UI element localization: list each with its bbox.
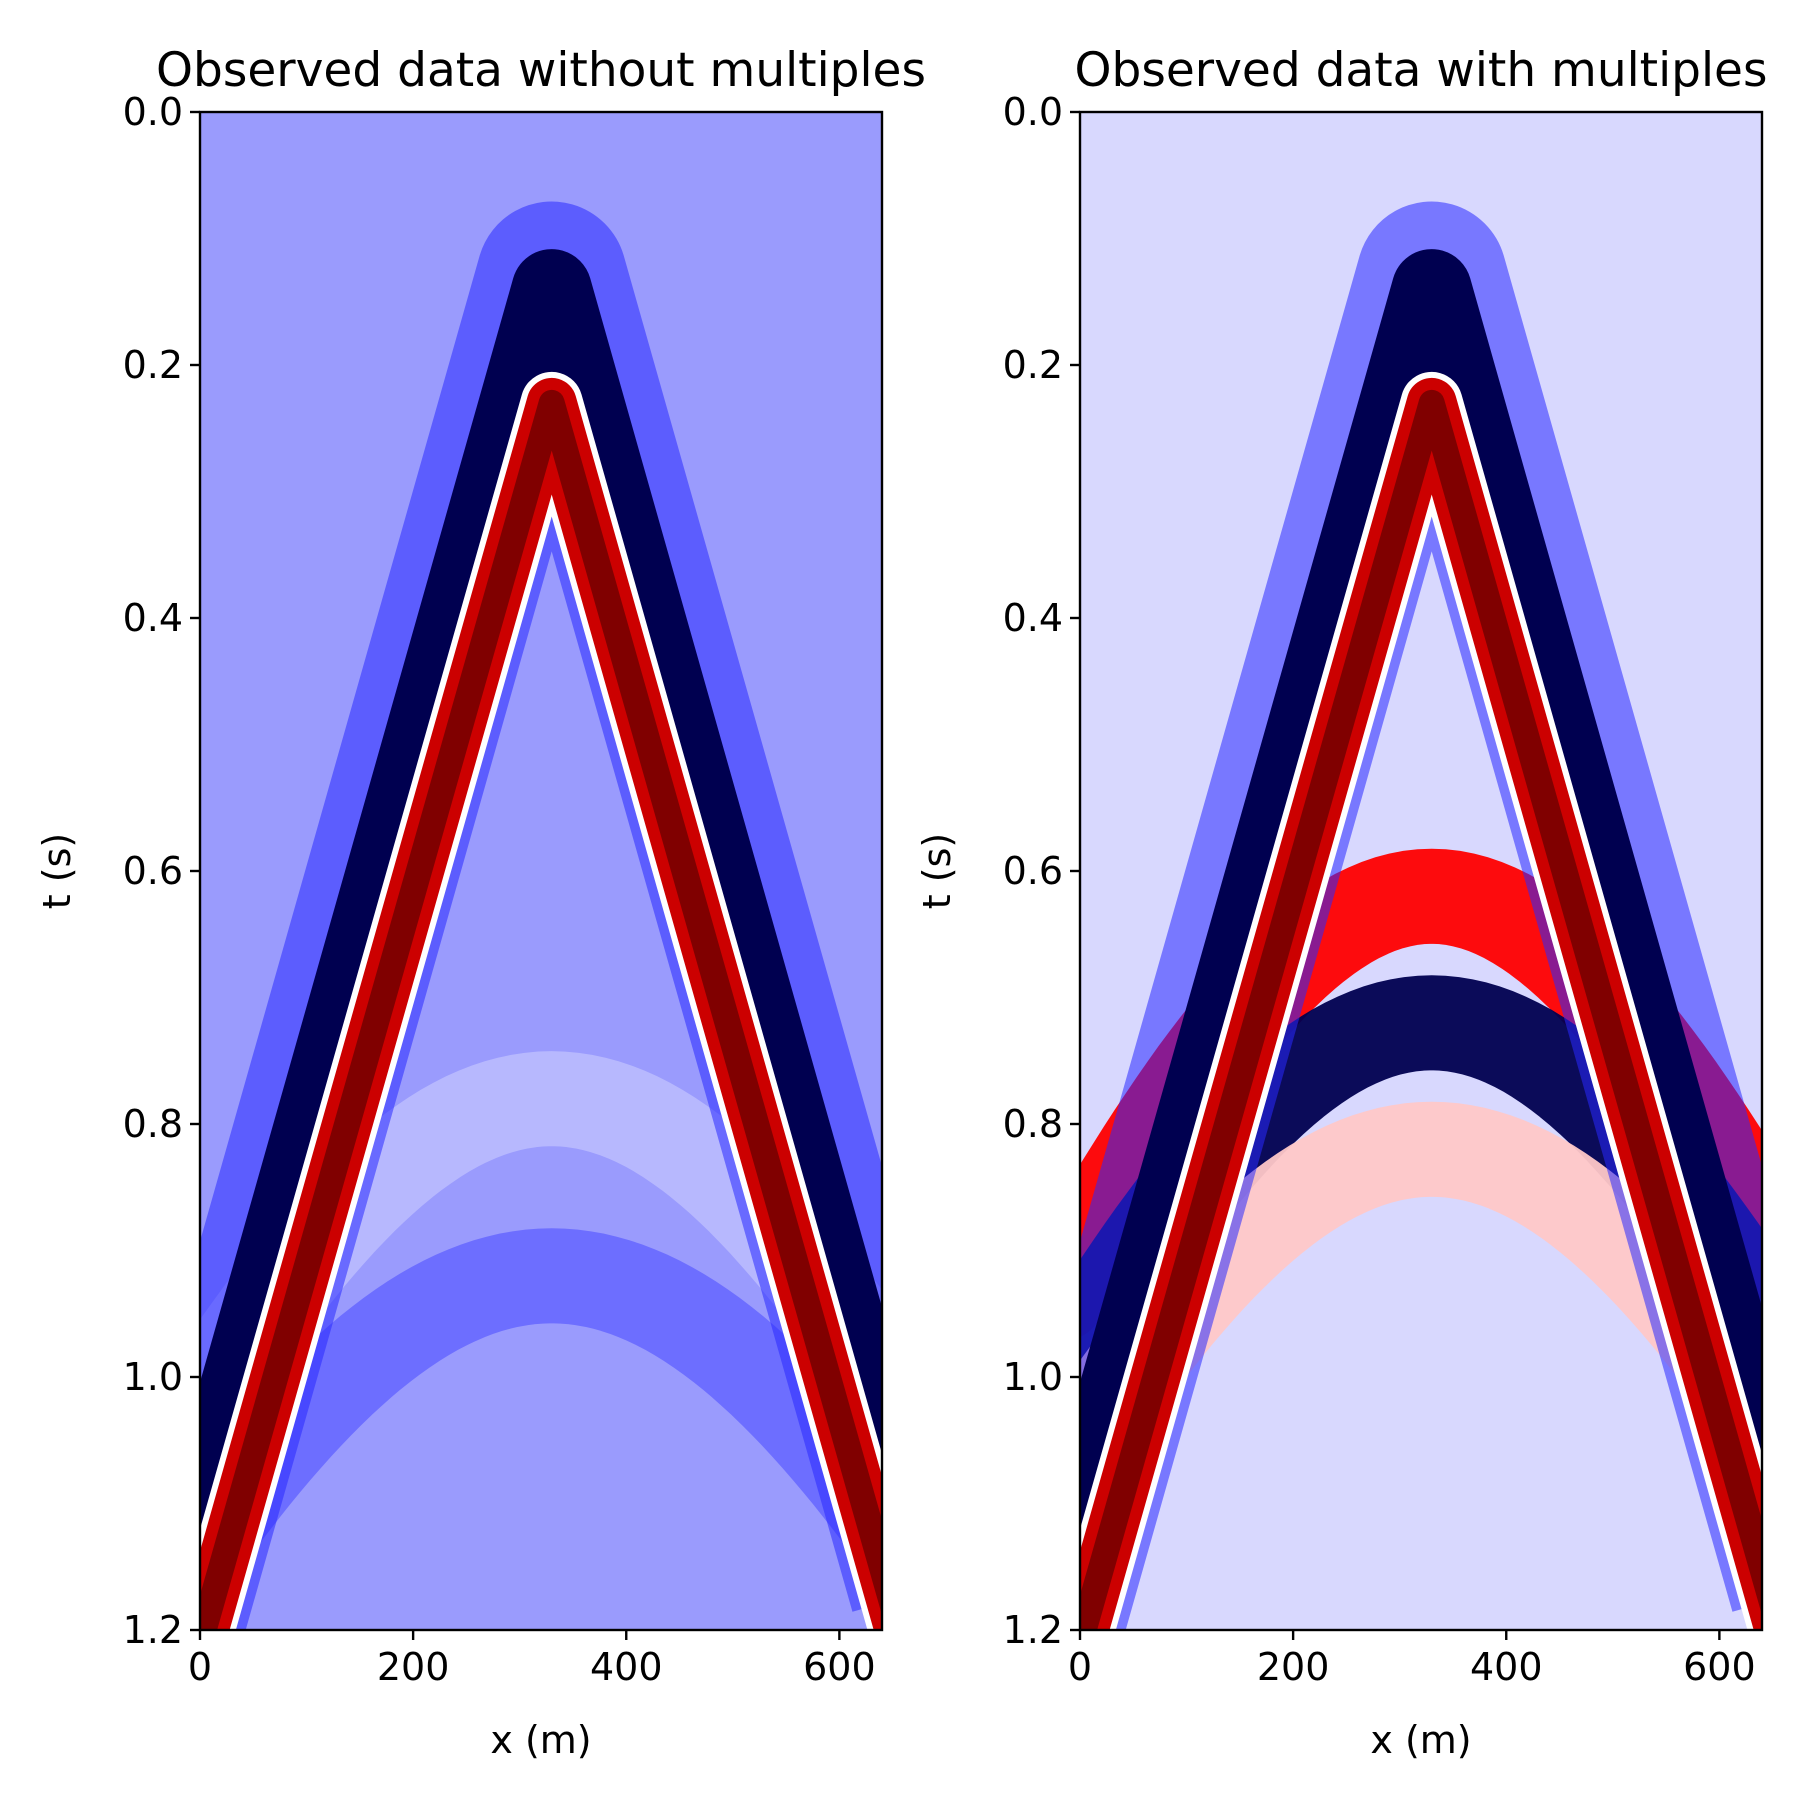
x-tick-label: 0 <box>188 1645 212 1689</box>
y-tick-label: 1.2 <box>1003 1608 1063 1652</box>
panel-with-multiples: Observed data with multiples 0.00.20.40.… <box>915 43 1768 1762</box>
x-tick-label: 600 <box>1683 1645 1756 1689</box>
x-tick-label: 0 <box>1068 1645 1092 1689</box>
x-axis: 0 200 400 600 <box>1068 1630 1756 1689</box>
x-tick-label: 600 <box>803 1645 876 1689</box>
y-axis: 0.0 0.2 0.4 0.6 0.8 1.0 1.2 <box>1003 90 1080 1652</box>
heatmap <box>1080 112 1762 1630</box>
y-tick-label: 1.2 <box>123 1608 183 1652</box>
y-tick-label: 0.4 <box>1003 596 1063 640</box>
y-tick-label: 0.2 <box>1003 343 1063 387</box>
y-axis: 0.0 0.2 0.4 0.6 0.8 1.0 1.2 <box>123 90 200 1652</box>
chart-title: Observed data with multiples <box>1075 43 1768 98</box>
direct-wave-peak-core <box>1080 389 1762 1630</box>
y-axis-label: t (s) <box>35 833 79 909</box>
y-axis-label: t (s) <box>915 833 959 909</box>
panel-without-multiples: Observed data without multiples 0.00.20.… <box>35 43 926 1762</box>
heatmap <box>200 112 882 1630</box>
y-tick-label: 0.0 <box>1003 90 1063 134</box>
y-tick-label: 0.8 <box>1003 1102 1063 1146</box>
chart-title: Observed data without multiples <box>156 43 926 98</box>
x-axis-label: x (m) <box>490 1718 591 1762</box>
x-tick-label: 400 <box>1470 1645 1543 1689</box>
x-tick-label: 400 <box>590 1645 663 1689</box>
y-tick-label: 0.0 <box>123 90 183 134</box>
y-tick-label: 0.6 <box>1003 849 1063 893</box>
y-tick-label: 0.8 <box>123 1102 183 1146</box>
y-tick-label: 0.4 <box>123 596 183 640</box>
x-axis-label: x (m) <box>1370 1718 1471 1762</box>
y-tick-label: 1.0 <box>1003 1355 1063 1399</box>
direct-wave-trough <box>200 249 882 1630</box>
direct-wave-trough <box>1080 249 1762 1630</box>
x-tick-label: 200 <box>377 1645 450 1689</box>
y-tick-label: 0.6 <box>123 849 183 893</box>
y-tick-label: 0.2 <box>123 343 183 387</box>
y-tick-label: 1.0 <box>123 1355 183 1399</box>
x-axis: 0 200 400 600 <box>188 1630 876 1689</box>
x-tick-label: 200 <box>1257 1645 1330 1689</box>
direct-wave-peak-core <box>200 389 882 1630</box>
